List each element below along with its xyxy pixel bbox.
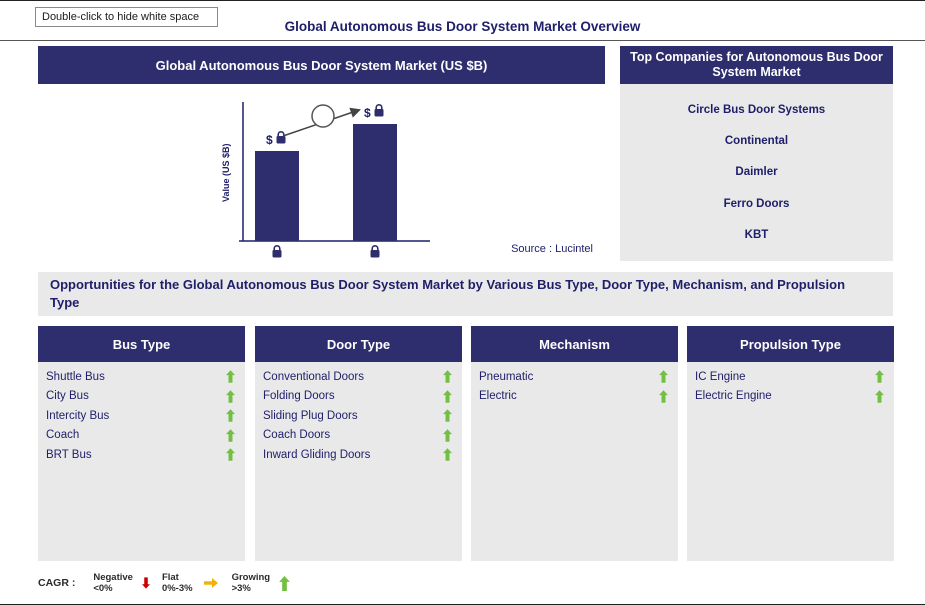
up-arrow-icon: [659, 370, 668, 384]
segment-body: Shuttle Bus City Bus Intercity Bus Coach…: [38, 362, 245, 561]
segment-column-mechanism: Mechanism Pneumatic Electric: [471, 326, 678, 561]
up-arrow-icon: [226, 448, 235, 462]
up-arrow-icon: [443, 389, 452, 403]
up-arrow-icon: [226, 409, 235, 423]
top-companies-list: Circle Bus Door Systems Continental Daim…: [620, 84, 893, 261]
segment-column-door-type: Door Type Conventional Doors Folding Doo…: [255, 326, 462, 561]
up-arrow-icon: [226, 428, 235, 442]
source-note: Source : Lucintel: [511, 243, 593, 255]
market-bar-chart: Value (US $B) $ $ Source : Lucintel: [38, 84, 605, 261]
company-name: Ferro Doors: [723, 197, 790, 210]
segment-label: City Bus: [46, 390, 89, 403]
up-arrow-icon: [226, 370, 235, 384]
segment-body: Pneumatic Electric: [471, 362, 678, 561]
hide-whitespace-button[interactable]: Double-click to hide white space: [35, 7, 218, 27]
segment-row: Coach Doors: [255, 426, 462, 446]
chart-panel-header: Global Autonomous Bus Door System Market…: [38, 46, 605, 84]
segment-header: Propulsion Type: [687, 326, 894, 362]
segment-body: IC Engine Electric Engine: [687, 362, 894, 561]
segment-label: Folding Doors: [263, 390, 335, 403]
y-axis-label: Value (US $B): [221, 143, 231, 202]
company-name: Daimler: [735, 166, 778, 179]
legend-item-negative: Negative <0%: [93, 572, 150, 595]
segment-label: Coach Doors: [263, 429, 331, 442]
segment-label: Coach: [46, 429, 80, 442]
up-arrow-icon: [875, 389, 884, 403]
bar-forecast-year: [353, 124, 397, 241]
up-arrow-icon: [659, 389, 668, 403]
up-arrow-icon: [443, 370, 452, 384]
segment-row: Electric: [471, 387, 678, 407]
up-arrow-icon: [443, 409, 452, 423]
segment-header: Door Type: [255, 326, 462, 362]
segment-label: Pneumatic: [479, 370, 534, 383]
legend-range: 0%-3%: [161, 583, 193, 595]
segment-row: Sliding Plug Doors: [255, 406, 462, 426]
bar1-category-lock-icon: [271, 245, 283, 259]
segment-row: Folding Doors: [255, 387, 462, 407]
trend-circle-icon: [311, 104, 335, 128]
segment-header: Bus Type: [38, 326, 245, 362]
segment-label: Inward Gliding Doors: [263, 448, 371, 461]
legend-name: Growing: [231, 572, 271, 583]
bar1-value-label: $: [266, 133, 273, 147]
page-title: Global Autonomous Bus Door System Market…: [284, 19, 641, 34]
legend-name: Flat: [161, 572, 179, 583]
segment-row: City Bus: [38, 387, 245, 407]
up-arrow-icon: [443, 448, 452, 462]
segment-label: Conventional Doors: [263, 370, 365, 383]
segment-body: Conventional Doors Folding Doors Sliding…: [255, 362, 462, 561]
segment-label: Electric Engine: [695, 390, 772, 403]
bar1-value-lock-icon: [275, 131, 287, 145]
segment-row: Conventional Doors: [255, 367, 462, 387]
segment-column-propulsion-type: Propulsion Type IC Engine Electric Engin…: [687, 326, 894, 561]
up-arrow-icon: [443, 428, 452, 442]
right-arrow-icon: [203, 578, 218, 589]
cagr-legend-label: CAGR :: [38, 577, 76, 590]
bar-base-year: [255, 151, 299, 241]
segment-row: Shuttle Bus: [38, 367, 245, 387]
segment-label: IC Engine: [695, 370, 746, 383]
segment-row: BRT Bus: [38, 445, 245, 465]
segment-header: Mechanism: [471, 326, 678, 362]
segment-label: Intercity Bus: [46, 409, 110, 422]
down-arrow-icon: [141, 577, 150, 589]
title-divider: [0, 40, 925, 41]
segment-row: Electric Engine: [687, 387, 894, 407]
bar-chart-canvas: Value (US $B) $ $: [221, 102, 430, 259]
opportunities-banner: Opportunities for the Global Autonomous …: [38, 272, 893, 316]
segment-row: Pneumatic: [471, 367, 678, 387]
segment-label: Electric: [479, 390, 517, 403]
bar2-value-lock-icon: [373, 104, 385, 118]
company-name: Continental: [724, 135, 789, 148]
segment-label: Sliding Plug Doors: [263, 409, 358, 422]
legend-item-flat: Flat 0%-3%: [162, 572, 220, 595]
segment-row: Inward Gliding Doors: [255, 445, 462, 465]
segment-label: BRT Bus: [46, 448, 92, 461]
segment-row: IC Engine: [687, 367, 894, 387]
bar2-value-label: $: [364, 106, 371, 120]
legend-name: Negative: [93, 572, 133, 583]
legend-range: >3%: [231, 583, 251, 595]
up-arrow-icon: [279, 575, 290, 591]
top-companies-header: Top Companies for Autonomous Bus Door Sy…: [620, 46, 893, 84]
company-name: KBT: [744, 229, 769, 242]
segment-row: Intercity Bus: [38, 406, 245, 426]
bar2-category-lock-icon: [369, 245, 381, 259]
legend-item-growing: Growing >3%: [232, 572, 291, 595]
segment-row: Coach: [38, 426, 245, 446]
legend-range: <0%: [93, 583, 113, 595]
company-name: Circle Bus Door Systems: [687, 103, 826, 116]
segment-label: Shuttle Bus: [46, 370, 105, 383]
up-arrow-icon: [226, 389, 235, 403]
segment-column-bus-type: Bus Type Shuttle Bus City Bus Intercity …: [38, 326, 245, 561]
cagr-legend: CAGR : Negative <0% Flat 0%-3% Growing >…: [38, 572, 290, 595]
up-arrow-icon: [875, 370, 884, 384]
